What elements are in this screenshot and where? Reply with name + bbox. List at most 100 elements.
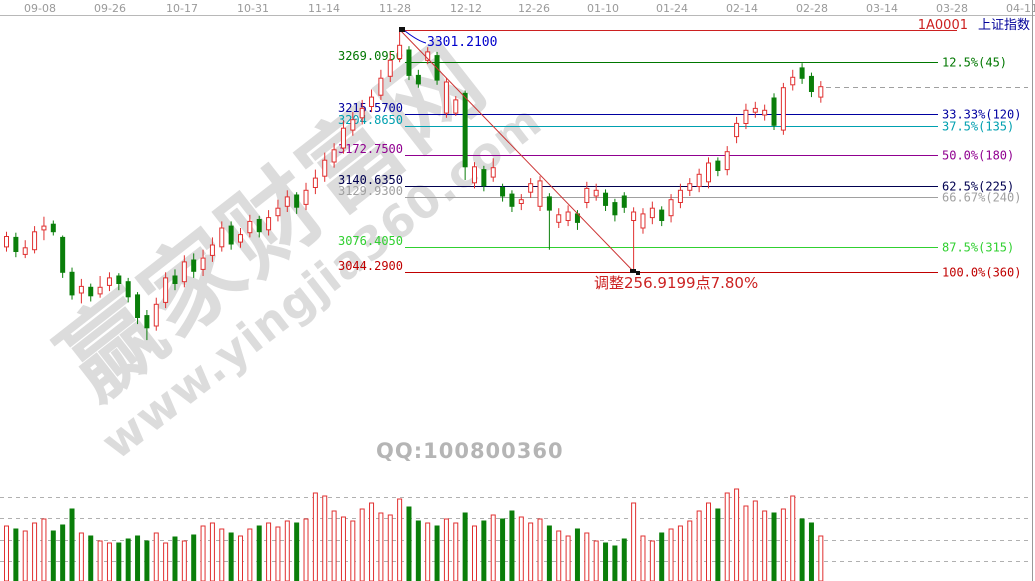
candle-body — [500, 187, 506, 197]
candle-body — [88, 286, 94, 297]
candle-body — [415, 74, 421, 85]
volume-bar — [724, 492, 730, 581]
candle-body — [612, 202, 618, 216]
volume-gridlines — [0, 497, 1032, 562]
candle-body — [509, 193, 515, 207]
volume-bars — [4, 488, 824, 581]
volume-bar — [612, 545, 618, 581]
candle-body — [209, 244, 215, 256]
volume-bar — [752, 500, 758, 581]
retracement-note: 调整256.9199点7.80% — [594, 274, 759, 292]
volume-bar — [472, 525, 477, 581]
volume-bar — [406, 506, 412, 581]
volume-bar — [60, 524, 66, 581]
candle-body — [200, 257, 206, 270]
volume-bar — [322, 495, 328, 581]
volume-bar — [153, 532, 159, 581]
volume-bar — [771, 512, 777, 581]
anchor-marker[interactable] — [630, 269, 636, 273]
volume-bar — [509, 510, 515, 581]
date-label: 09-08 — [24, 2, 56, 15]
date-label: 09-26 — [94, 2, 126, 15]
volume-bar — [200, 525, 206, 581]
volume-bar — [238, 535, 243, 581]
anchor-marker[interactable] — [636, 271, 640, 275]
candle-body — [668, 199, 674, 217]
volume-bar — [462, 512, 468, 581]
candle-body — [696, 173, 702, 188]
volume-bar — [631, 502, 637, 581]
volume-bar — [144, 540, 150, 581]
volume-bar — [584, 532, 590, 581]
candle-body — [406, 49, 412, 76]
volume-bar — [378, 512, 384, 581]
volume-bar — [88, 535, 94, 581]
candle-body — [677, 189, 683, 204]
anchor-marker[interactable] — [399, 27, 405, 32]
volume-bar — [266, 522, 272, 581]
candle-body — [228, 225, 234, 245]
candle-body — [706, 162, 711, 183]
date-label: 02-14 — [726, 2, 758, 15]
candle-body — [172, 275, 178, 284]
date-label: 04-11 — [1006, 2, 1035, 15]
candle-body — [97, 286, 103, 295]
volume-bar — [677, 525, 683, 581]
date-label: 12-26 — [518, 2, 550, 15]
candle-body — [256, 219, 262, 233]
volume-bar — [762, 510, 768, 581]
candle-body — [453, 99, 459, 114]
fib-price-label: 3269.0950 — [338, 49, 403, 63]
candle-body — [528, 183, 534, 193]
fib-price-label: 3044.2900 — [338, 259, 403, 273]
candle-body — [387, 59, 393, 77]
retracement-trend-line[interactable] — [399, 29, 635, 273]
candle-body — [818, 86, 824, 98]
volume-bar — [537, 518, 543, 581]
volume-bar — [22, 530, 28, 581]
candles — [4, 30, 824, 341]
volume-bar — [50, 530, 56, 581]
candle-body — [153, 303, 159, 327]
candle-body — [649, 207, 655, 219]
candle-body — [490, 167, 496, 178]
volume-bar — [256, 525, 262, 581]
symbol-name: 上证指数 — [977, 18, 1030, 33]
candle-body — [593, 189, 599, 197]
candle-body — [808, 75, 814, 93]
fib-percent-label: 33.33%(120) — [942, 108, 1021, 122]
volume-bar — [565, 535, 571, 581]
candle-body — [621, 195, 627, 208]
volume-bar — [818, 535, 824, 581]
volume-bar — [369, 502, 375, 581]
volume-bar — [687, 520, 693, 581]
date-axis: 09-08 09-26 10-17 10-31 11-14 11-28 12-12 12-26… — [0, 2, 1035, 16]
peak-label-pointer — [404, 30, 427, 44]
candle-body — [116, 275, 122, 284]
fib-price-label: 3215.5700 — [338, 101, 403, 115]
candle-body — [22, 247, 28, 255]
candle-body — [294, 194, 300, 208]
fib-price-label: 3129.9300 — [338, 184, 403, 198]
volume-bar — [706, 502, 711, 581]
candle-body — [556, 214, 562, 223]
symbol-code: 1A0001 — [917, 18, 968, 33]
volume-bar — [13, 528, 19, 581]
overlay-drawings — [399, 0, 1033, 581]
volume-bar — [415, 520, 421, 581]
volume-bar — [668, 528, 674, 581]
volume-bar — [453, 522, 459, 581]
candle-body — [359, 107, 365, 119]
date-label: 11-28 — [379, 2, 411, 15]
volume-bar — [340, 516, 346, 581]
volume-bar — [106, 542, 112, 581]
volume-bar — [97, 540, 103, 581]
symbol-header: 1A0001 上证指数 — [918, 14, 1030, 33]
fib-price-label: 3076.4050 — [338, 234, 403, 248]
candle-body — [762, 109, 768, 116]
candle-body — [584, 187, 590, 203]
volume-bar — [649, 540, 655, 581]
candle-body — [181, 261, 187, 283]
